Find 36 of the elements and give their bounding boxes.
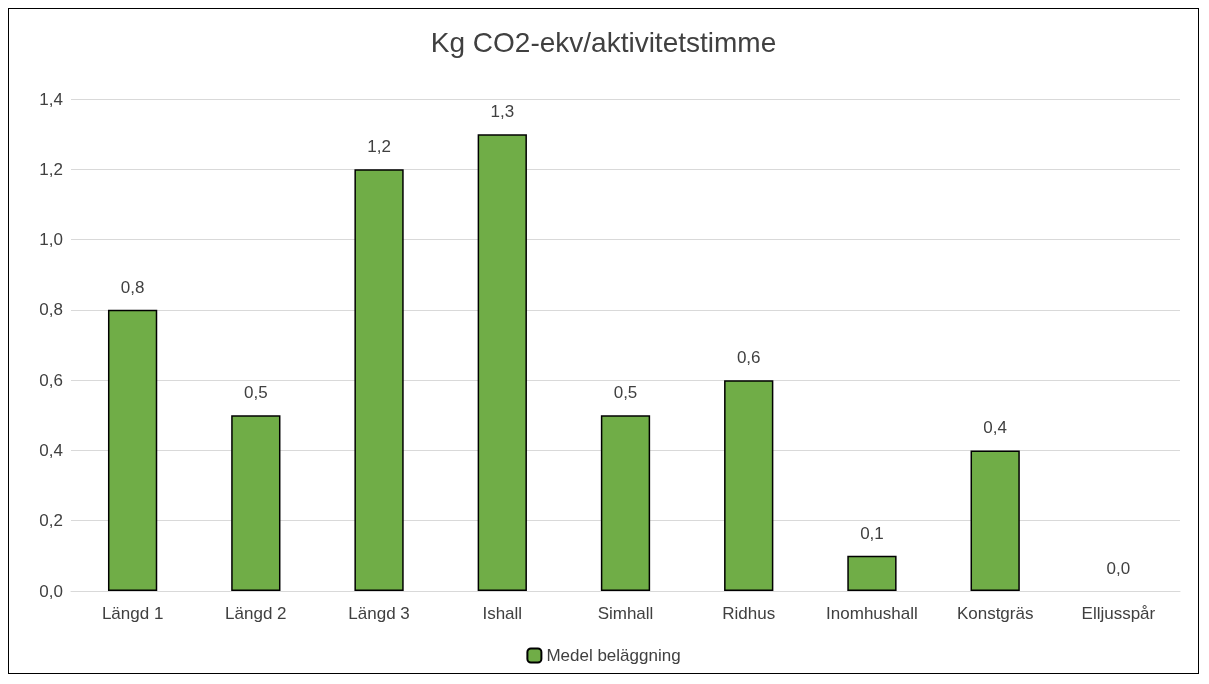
y-tick-label: 0,2 [39, 511, 63, 531]
legend-label: Medel beläggning [546, 646, 681, 665]
x-tick-label: Konstgräs [956, 604, 1034, 623]
x-tick-label: Längd 1 [101, 604, 164, 623]
y-tick-label: 1,4 [39, 89, 63, 109]
y-tick-label: 0,8 [39, 300, 63, 320]
chart-title: Kg CO2-ekv/aktivitetstimme [430, 26, 777, 58]
x-tick-label: Ishall [482, 604, 523, 623]
data-label: 0,0 [1106, 559, 1131, 578]
data-label: 0,4 [983, 418, 1007, 438]
y-tick-label: 1,2 [39, 159, 63, 179]
x-tick-label: Ridhus [722, 604, 776, 623]
data-label: 0,5 [244, 383, 268, 403]
bar [477, 134, 527, 591]
data-label: 1,2 [367, 137, 391, 157]
data-label: 0,5 [613, 383, 638, 403]
x-tick-label: Längd 2 [225, 604, 287, 623]
x-tick-label: Elljusspår [1081, 604, 1156, 623]
x-tick-label: Simhall [597, 604, 654, 623]
bar [970, 450, 1020, 591]
y-tick-label: 1,0 [39, 230, 63, 250]
bar [354, 169, 404, 591]
x-tick-label: Inomhushall [826, 604, 918, 623]
bar [600, 415, 651, 591]
y-tick-label: 0,6 [39, 370, 63, 390]
x-tick-label: Längd 3 [348, 604, 410, 623]
data-label: 1,3 [490, 102, 515, 122]
data-label: 0,8 [120, 277, 145, 297]
y-tick-label: 0,0 [39, 581, 63, 601]
bar [107, 309, 158, 591]
bar [847, 555, 897, 591]
bar [724, 380, 774, 591]
y-tick-label: 0,4 [39, 440, 63, 460]
data-label: 0,6 [736, 348, 761, 368]
data-label: 0,1 [860, 523, 884, 543]
bar [231, 415, 281, 591]
